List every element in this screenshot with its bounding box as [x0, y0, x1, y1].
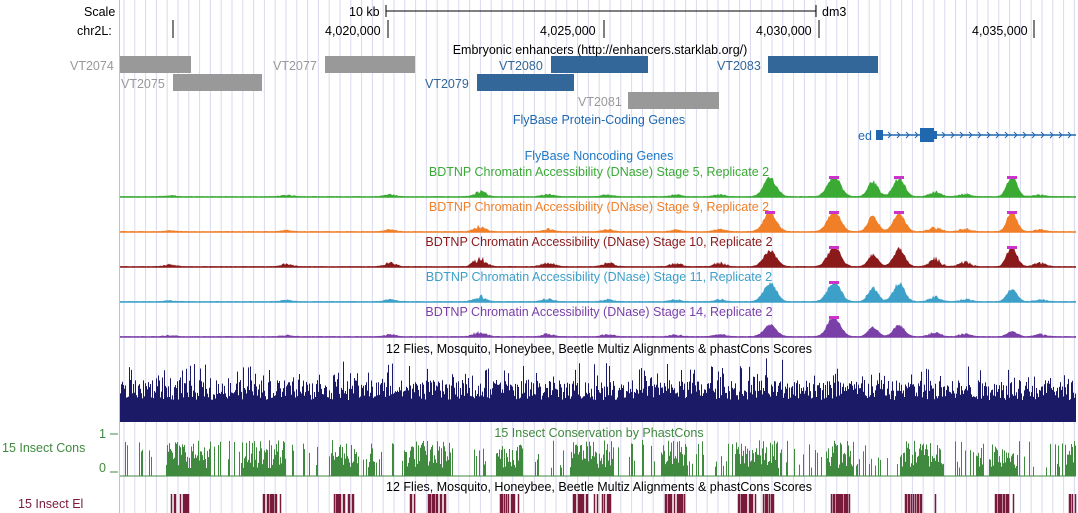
dnase-stage14-title[interactable]: BDTNP Chromatin Accessibility (DNase) St… — [425, 305, 773, 319]
phastcons-axis-min: 0 — [99, 461, 106, 475]
enhancer-box-vt2080 — [551, 56, 648, 73]
dnase-peak-clip — [829, 246, 839, 249]
gene-ed-exon — [876, 130, 883, 140]
multiz-track-title[interactable]: 12 Flies, Mosquito, Honeybee, Beetle Mul… — [386, 342, 812, 356]
dnase-stage9-title[interactable]: BDTNP Chromatin Accessibility (DNase) St… — [428, 200, 770, 214]
scale-value: 10 kb — [349, 5, 380, 19]
enhancer-box-vt2074 — [120, 56, 191, 73]
gene-ed-strand-arrow — [1022, 131, 1027, 139]
assembly-label: dm3 — [822, 5, 847, 19]
dnase-peak-clip — [1007, 176, 1017, 179]
enhancer-label-vt2083: VT2083 — [717, 59, 761, 73]
enhancer-label-vt2080: VT2080 — [499, 59, 543, 73]
dnase-stage11-title[interactable]: BDTNP Chromatin Accessibility (DNase) St… — [425, 270, 773, 284]
phastcons-left-label[interactable]: 15 Insect Cons — [2, 441, 86, 455]
enhancer-track-title[interactable]: Embryonic enhancers (http://enhancers.st… — [452, 43, 748, 57]
gene-ed-strand-arrow — [905, 131, 910, 139]
scale-label: Scale — [84, 5, 116, 19]
gene-ed-strand-arrow — [959, 131, 964, 139]
dnase-peak-clip — [829, 211, 839, 214]
flybase-coding-title[interactable]: FlyBase Protein-Coding Genes — [512, 113, 686, 127]
dnase-signal — [120, 317, 1076, 337]
gene-ed-strand-arrow — [1031, 131, 1036, 139]
dnase-peak-clip — [829, 281, 839, 284]
gene-ed-strand-arrow — [968, 131, 973, 139]
chrom-label: chr2L: — [77, 24, 112, 38]
enhancer-box-vt2077 — [325, 56, 415, 73]
gene-ed-strand-arrow — [887, 131, 892, 139]
ruler-position-3: 4,030,000 — [756, 24, 812, 38]
elements-track-title[interactable]: 12 Flies, Mosquito, Honeybee, Beetle Mul… — [386, 480, 812, 494]
gene-ed-strand-arrow — [1004, 131, 1009, 139]
gene-label-ed[interactable]: ed — [858, 129, 872, 143]
gene-ed-strand-arrow — [1049, 131, 1054, 139]
gene-ed-strand-arrow — [896, 131, 901, 139]
dnase-stage10-title[interactable]: BDTNP Chromatin Accessibility (DNase) St… — [425, 235, 773, 249]
dnase-signal — [120, 177, 1076, 197]
enhancer-label-vt2077: VT2077 — [273, 59, 317, 73]
enhancer-label-vt2079: VT2079 — [425, 77, 469, 91]
elements-left-label[interactable]: 15 Insect El — [18, 497, 84, 511]
enhancer-box-vt2081 — [628, 92, 719, 109]
gene-ed-strand-arrow — [1040, 131, 1045, 139]
gene-ed-strand-arrow — [977, 131, 982, 139]
dnase-peak-clip — [829, 316, 839, 319]
dnase-peak-clip — [765, 211, 775, 214]
phastcons-track-title[interactable]: 15 Insect Conservation by PhastCons — [494, 426, 704, 440]
dnase-signal — [120, 247, 1076, 267]
ruler-position-1: 4,020,000 — [325, 24, 381, 38]
gene-ed-strand-arrow — [1058, 131, 1063, 139]
ruler-position-2: 4,025,000 — [540, 24, 596, 38]
gene-ed-strand-arrow — [950, 131, 955, 139]
phastcons-axis-max: 1 — [99, 427, 106, 441]
enhancer-label-vt2081: VT2081 — [578, 95, 622, 109]
gene-ed-exon — [920, 128, 934, 142]
ruler-position-4: 4,035,000 — [972, 24, 1028, 38]
gene-ed-strand-arrow — [995, 131, 1000, 139]
dnase-signal — [120, 212, 1076, 232]
dnase-peak-clip — [829, 176, 839, 179]
gene-ed-strand-arrow — [1067, 131, 1072, 139]
enhancer-box-vt2083 — [768, 56, 878, 73]
enhancer-box-vt2075 — [173, 74, 262, 91]
dnase-signal — [120, 282, 1076, 302]
dnase-peak-clip — [894, 176, 904, 179]
multiz-bars — [120, 358, 1076, 422]
phastcons-bars — [125, 440, 1076, 476]
flybase-noncoding-title[interactable]: FlyBase Noncoding Genes — [524, 149, 674, 163]
enhancer-label-vt2074: VT2074 — [70, 59, 114, 73]
dnase-peak-clip — [1007, 246, 1017, 249]
conserved-element-bars — [170, 494, 1077, 513]
gene-ed-strand-arrow — [1013, 131, 1018, 139]
gene-ed-strand-arrow — [941, 131, 946, 139]
dnase-peak-clip — [1007, 211, 1017, 214]
dnase-peak-clip — [894, 211, 904, 214]
gene-ed-exon — [934, 131, 937, 139]
gene-ed-strand-arrow — [986, 131, 991, 139]
enhancer-box-vt2079 — [477, 74, 574, 91]
enhancer-label-vt2075: VT2075 — [121, 77, 165, 91]
gene-ed-strand-arrow — [914, 131, 919, 139]
dnase-stage5-title[interactable]: BDTNP Chromatin Accessibility (DNase) St… — [428, 165, 770, 179]
